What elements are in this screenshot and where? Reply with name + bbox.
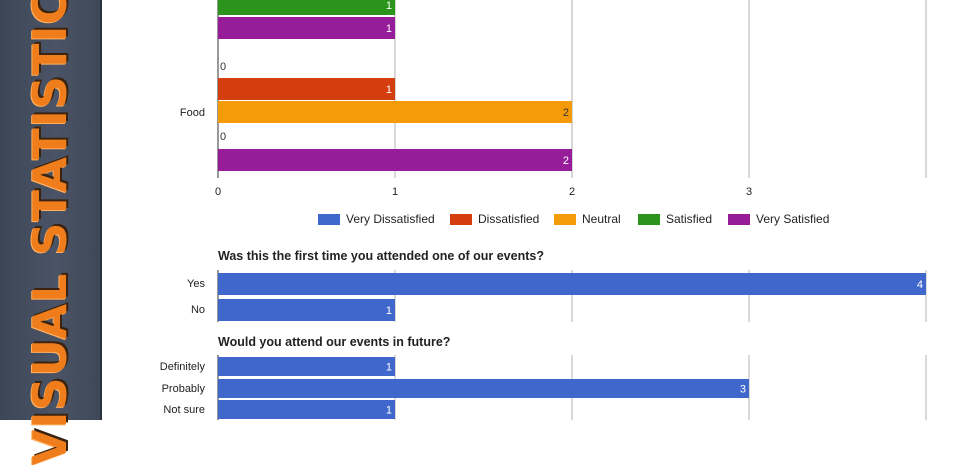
- category-label-no: No: [191, 304, 205, 316]
- bar-no: [218, 299, 395, 321]
- category-label-probably: Probably: [162, 383, 206, 395]
- legend-swatch: [638, 213, 660, 225]
- legend-label: Very Dissatisfied: [346, 212, 435, 226]
- bar-definitely-label: 1: [386, 361, 392, 373]
- legend-label: Neutral: [582, 212, 621, 226]
- bar-satisfied-prev: [218, 0, 395, 15]
- x-tick-label: 1: [392, 186, 398, 198]
- bar-food-neutral-label: 2: [563, 107, 569, 119]
- legend-item: Very Satisfied: [728, 212, 829, 226]
- bar-satisfied-prev-label: 1: [386, 0, 392, 12]
- legend-label: Very Satisfied: [756, 212, 830, 226]
- x-tick-label: 3: [746, 186, 752, 198]
- chart-legend: Very Dissatisfied Dissatisfied Neutral Sati…: [318, 212, 938, 228]
- bar-food-satisfied-label: 0: [220, 131, 226, 143]
- category-label-food: Food: [180, 107, 205, 119]
- x-tick-label: 0: [215, 186, 221, 198]
- category-label-yes: Yes: [187, 278, 205, 290]
- question-title-future: Would you attend our events in future?: [218, 335, 451, 349]
- charts-area: 1 1 0 1 2 0 2 Food 0 1 2 3 Yes 4 No 1 Definitely 1 Probabl…: [100, 0, 960, 420]
- legend-item: Very Dissatisfied: [318, 212, 435, 226]
- legend-item: Dissatisfied: [450, 212, 539, 226]
- question-title-first-time: Was this the first time you attended one…: [218, 249, 544, 263]
- bar-not-sure: [218, 400, 395, 419]
- legend-swatch: [554, 213, 576, 225]
- sidebar-title: VISUAL STATISTICS: [23, 0, 77, 465]
- legend-label: Satisfied: [666, 212, 713, 226]
- legend-swatch: [728, 213, 750, 225]
- bar-very-satisfied-prev-label: 1: [386, 23, 392, 35]
- bar-no-label: 1: [386, 305, 392, 317]
- bar-food-neutral: [218, 101, 572, 123]
- legend-label: Dissatisfied: [478, 212, 540, 226]
- bar-food-dissatisfied: [218, 78, 395, 100]
- sidebar-banner: VISUAL STATISTICS: [0, 0, 102, 465]
- legend-item: Satisfied: [638, 212, 712, 226]
- legend-swatch: [318, 213, 340, 225]
- category-label-not-sure: Not sure: [163, 404, 205, 416]
- category-label-definitely: Definitely: [160, 361, 206, 373]
- bar-food-very-dissatisfied-label: 0: [220, 61, 226, 73]
- bar-probably-label: 3: [740, 383, 746, 395]
- bar-not-sure-label: 1: [386, 404, 392, 416]
- bar-yes-label: 4: [917, 279, 923, 291]
- bar-food-dissatisfied-label: 1: [386, 84, 392, 96]
- x-tick-label: 2: [569, 186, 575, 198]
- bar-definitely: [218, 357, 395, 376]
- bar-very-satisfied-prev: [218, 17, 395, 39]
- bar-food-very-satisfied-label: 2: [563, 155, 569, 167]
- charts-svg: 1 1 0 1 2 0 2 Food 0 1 2 3 Yes 4 No 1 Definitely 1 Probabl…: [160, 0, 927, 420]
- legend-item: Neutral: [554, 212, 621, 226]
- bar-food-very-satisfied: [218, 149, 572, 171]
- legend-swatch: [450, 213, 472, 225]
- bar-yes: [218, 273, 926, 295]
- bar-probably: [218, 379, 749, 398]
